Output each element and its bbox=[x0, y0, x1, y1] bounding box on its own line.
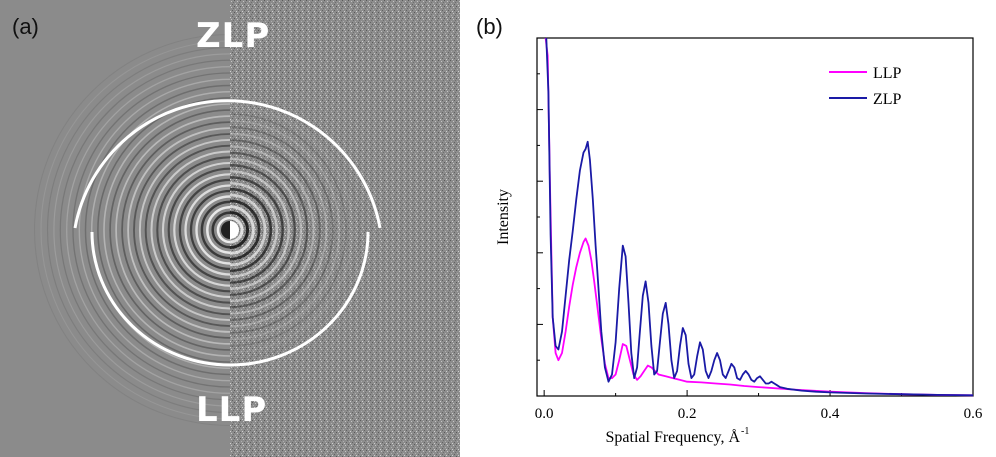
ring bbox=[72, 72, 230, 388]
ring bbox=[216, 216, 230, 244]
image-background-right bbox=[230, 0, 460, 457]
ring bbox=[230, 210, 250, 250]
ring bbox=[230, 164, 296, 296]
ring bbox=[230, 132, 328, 328]
ring bbox=[230, 145, 315, 315]
ring bbox=[103, 103, 230, 357]
ring-center bbox=[230, 221, 239, 239]
ring bbox=[59, 59, 230, 401]
ring bbox=[90, 90, 230, 370]
ring bbox=[230, 199, 261, 261]
ring bbox=[195, 195, 230, 265]
panel-b-chart: 0.0 0.2 0.4 0.6 LLP ZLP Intensity Spatial F… bbox=[495, 37, 983, 446]
legend-label-zlp: ZLP bbox=[873, 91, 902, 108]
ring bbox=[138, 138, 230, 322]
ring bbox=[97, 97, 230, 363]
ring bbox=[230, 157, 303, 303]
ring bbox=[230, 216, 244, 244]
ring bbox=[161, 161, 230, 299]
ring bbox=[230, 205, 255, 255]
series-line-llp bbox=[544, 37, 974, 397]
x-axis-ticks: 0.0 0.2 0.4 0.6 bbox=[535, 390, 983, 422]
ring bbox=[66, 66, 230, 394]
panel-a-label: (a) bbox=[12, 14, 39, 39]
ring bbox=[230, 187, 273, 273]
ring bbox=[109, 109, 230, 351]
ring bbox=[178, 178, 230, 282]
y-axis-label: Intensity bbox=[495, 189, 512, 245]
ring bbox=[144, 144, 230, 316]
ring bbox=[230, 100, 360, 360]
zlp-arc bbox=[73, 99, 382, 229]
ring bbox=[230, 139, 321, 321]
series-line-zlp bbox=[545, 37, 974, 397]
ring bbox=[230, 106, 354, 354]
ring bbox=[34, 34, 230, 426]
legend: LLP ZLP bbox=[829, 65, 902, 108]
x-tick-label: 0.6 bbox=[964, 406, 983, 422]
ring bbox=[40, 40, 230, 420]
ring bbox=[230, 126, 334, 334]
ring bbox=[167, 167, 230, 293]
ring bbox=[127, 127, 230, 333]
legend-label-llp: LLP bbox=[873, 65, 902, 82]
llp-image-label: LLP bbox=[196, 390, 268, 430]
y-axis-ticks bbox=[537, 73, 543, 361]
x-tick-label: 0.0 bbox=[535, 406, 554, 422]
ring bbox=[150, 150, 230, 310]
ring bbox=[230, 151, 309, 309]
llp-arc bbox=[90, 231, 370, 367]
experimental-rings bbox=[230, 100, 360, 360]
x-tick-label: 0.4 bbox=[821, 406, 840, 422]
ring bbox=[156, 156, 230, 304]
ring bbox=[78, 78, 230, 382]
ring bbox=[230, 176, 284, 284]
ring bbox=[184, 184, 230, 276]
ring bbox=[230, 193, 267, 267]
ring bbox=[230, 113, 347, 347]
ring bbox=[230, 182, 278, 278]
x-tick-label: 0.2 bbox=[678, 406, 697, 422]
plot-frame bbox=[536, 37, 974, 397]
ring bbox=[121, 121, 230, 339]
panel-b-label: (b) bbox=[476, 14, 503, 39]
series-layer bbox=[544, 37, 974, 397]
x-axis-label-superscript: -1 bbox=[741, 426, 749, 437]
ring-center bbox=[221, 221, 230, 239]
ring bbox=[230, 170, 290, 290]
ring bbox=[84, 84, 230, 376]
panel-a-image bbox=[0, 0, 460, 457]
ring bbox=[173, 173, 230, 287]
ring bbox=[53, 53, 230, 407]
ring bbox=[189, 189, 230, 271]
ring bbox=[133, 133, 230, 327]
zlp-image-label: ZLP bbox=[196, 16, 271, 56]
x-axis-label: Spatial Frequency, Å bbox=[606, 428, 741, 446]
ring bbox=[206, 206, 230, 254]
ring bbox=[230, 119, 341, 341]
ring bbox=[115, 115, 230, 345]
simulated-rings bbox=[34, 34, 230, 426]
ring bbox=[46, 46, 230, 414]
